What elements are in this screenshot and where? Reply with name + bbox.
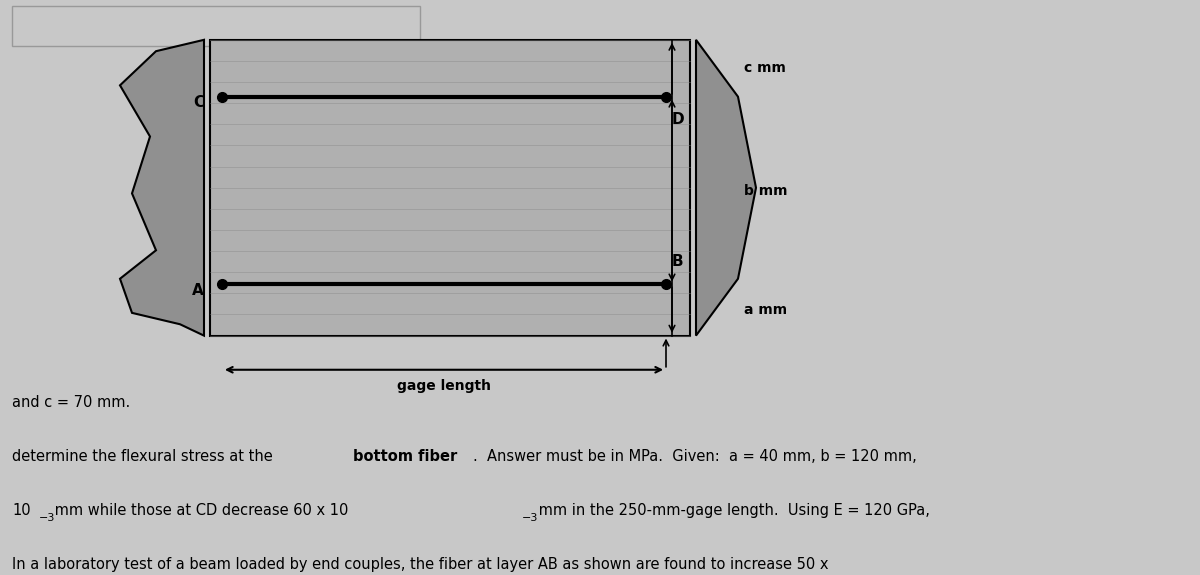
Polygon shape bbox=[696, 40, 756, 336]
Text: a mm: a mm bbox=[744, 303, 787, 317]
Text: gage length: gage length bbox=[397, 378, 491, 393]
Text: A: A bbox=[192, 283, 204, 298]
Text: −3: −3 bbox=[522, 513, 539, 523]
Text: b mm: b mm bbox=[744, 183, 787, 198]
Text: B: B bbox=[672, 254, 684, 269]
Text: bottom fiber: bottom fiber bbox=[353, 450, 457, 465]
Text: In a laboratory test of a beam loaded by end couples, the fiber at layer AB as s: In a laboratory test of a beam loaded by… bbox=[12, 558, 828, 573]
Text: −3: −3 bbox=[38, 513, 55, 523]
Text: C: C bbox=[193, 95, 204, 110]
Text: 10: 10 bbox=[12, 504, 31, 519]
Text: and c = 70 mm.: and c = 70 mm. bbox=[12, 396, 131, 411]
Text: mm while those at CD decrease 60 x 10: mm while those at CD decrease 60 x 10 bbox=[50, 504, 353, 519]
Text: D: D bbox=[672, 112, 685, 127]
Polygon shape bbox=[210, 40, 690, 336]
Text: determine the flexural stress at the: determine the flexural stress at the bbox=[12, 450, 277, 465]
Text: c mm: c mm bbox=[744, 62, 786, 75]
Polygon shape bbox=[120, 40, 204, 336]
Text: .  Answer must be in MPa.  Given:  a = 40 mm, b = 120 mm,: . Answer must be in MPa. Given: a = 40 m… bbox=[473, 450, 917, 465]
Text: mm in the 250-mm-gage length.  Using E = 120 GPa,: mm in the 250-mm-gage length. Using E = … bbox=[534, 504, 930, 519]
